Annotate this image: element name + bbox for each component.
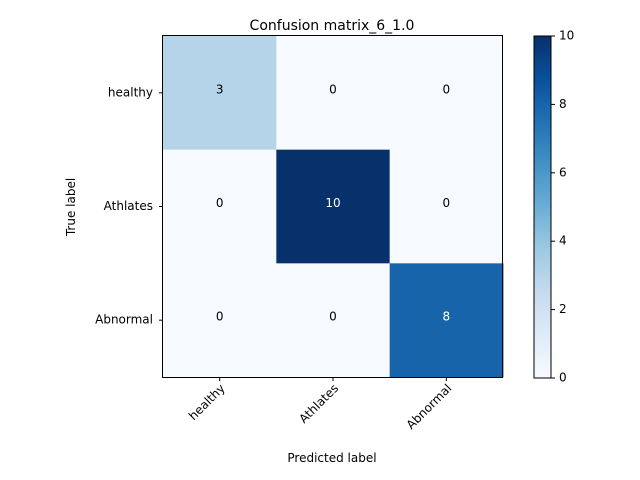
x-tick-label: Abnormal: [404, 381, 455, 432]
heatmap-cell: [163, 36, 277, 151]
colorbar-tick-label: 2: [559, 302, 567, 316]
heatmap-cells: [163, 36, 504, 378]
colorbar-tick-label: 10: [559, 29, 574, 43]
cell-value-label: 10: [325, 196, 340, 210]
heatmap-cell: [389, 149, 504, 264]
colorbar-tick-label: 6: [559, 165, 567, 179]
y-axis-ticks: healthy Athlates Abnormal: [95, 85, 163, 327]
heatmap-cell: [276, 36, 391, 151]
heatmap-cell: [389, 263, 504, 378]
cell-value-labels: 3 0 0 0 10 0 0 0 8: [216, 82, 450, 323]
cell-value-label: 0: [443, 82, 451, 96]
x-tick-label: healthy: [186, 381, 228, 423]
cell-value-label: 0: [329, 82, 337, 96]
heatmap-cell: [163, 149, 277, 264]
colorbar: [533, 35, 552, 379]
cell-value-label: 8: [443, 310, 451, 324]
colorbar-ticks: 0 2 4 6 8 10: [551, 29, 574, 385]
colorbar-tick-label: 0: [559, 371, 567, 385]
heatmap-cell: [389, 36, 504, 151]
y-tick-label: Abnormal: [95, 313, 153, 327]
y-axis-label: True label: [64, 178, 78, 237]
cell-value-label: 3: [216, 82, 224, 96]
heatmap-cell: [276, 263, 391, 378]
heatmap-cell: [163, 263, 277, 378]
colorbar-tick-label: 4: [559, 234, 567, 248]
y-tick-label: Athlates: [104, 199, 153, 213]
x-tick-label: Athlates: [296, 381, 341, 426]
heatmap-cell: [276, 149, 391, 264]
cell-value-label: 0: [216, 310, 224, 324]
y-tick-label: healthy: [108, 85, 153, 99]
cell-value-label: 0: [216, 196, 224, 210]
cell-value-label: 0: [443, 196, 451, 210]
x-axis-label: Predicted label: [287, 451, 376, 465]
chart-title: Confusion matrix_6_1.0: [250, 18, 415, 34]
colorbar-tick-label: 8: [559, 97, 567, 111]
x-axis-ticks: healthy Athlates Abnormal: [186, 377, 454, 432]
cell-value-label: 0: [329, 310, 337, 324]
